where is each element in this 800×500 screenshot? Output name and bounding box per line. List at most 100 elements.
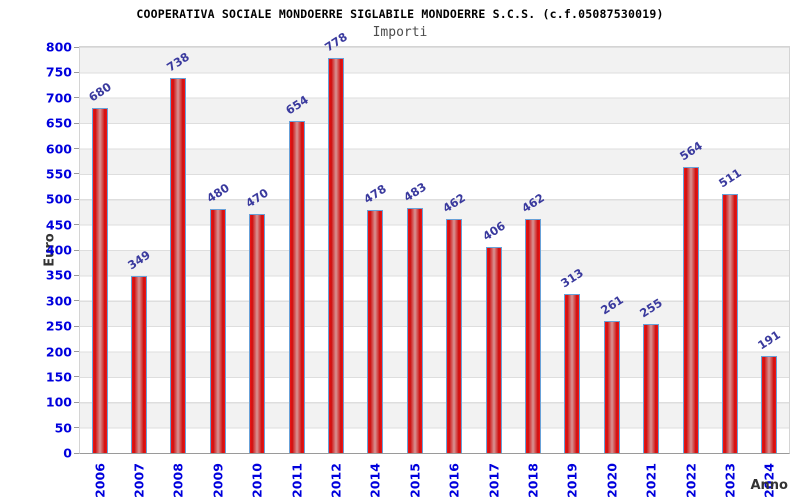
y-tick-mark bbox=[74, 97, 79, 99]
bar-value-label: 511 bbox=[716, 165, 744, 191]
bar-slot: 255 2021 bbox=[631, 47, 670, 498]
y-tick-label: 300 bbox=[45, 293, 72, 309]
y-tick-label: 600 bbox=[45, 141, 72, 156]
bar bbox=[170, 78, 187, 453]
x-tick-label: 2016 bbox=[446, 463, 462, 498]
bar-value-label: 478 bbox=[361, 182, 390, 207]
y-tick-mark bbox=[74, 300, 79, 302]
y-tick-mark bbox=[74, 325, 79, 327]
y-tick-mark bbox=[74, 274, 79, 276]
y-tick-label: 50 bbox=[54, 420, 72, 436]
bar-slot: 478 2014 bbox=[356, 47, 395, 498]
x-tick-label: 2014 bbox=[367, 463, 383, 498]
x-tick-label: 2011 bbox=[289, 463, 305, 498]
x-tick-label: 2021 bbox=[643, 463, 659, 498]
y-tick-mark bbox=[74, 148, 79, 149]
y-tick-mark bbox=[74, 376, 79, 378]
bar-value-label: 680 bbox=[85, 79, 114, 105]
bar-slot: 406 2017 bbox=[474, 47, 513, 498]
bar bbox=[485, 246, 502, 453]
y-tick-label: 700 bbox=[45, 90, 72, 106]
y-tick-label: 500 bbox=[45, 191, 72, 207]
y-tick-label: 350 bbox=[45, 267, 72, 283]
y-tick-label: 200 bbox=[45, 344, 72, 359]
bars: 680 2006 349 2007 738 2008 480 2009 470 2010 654 20… bbox=[80, 30, 789, 498]
bar bbox=[524, 218, 541, 453]
bar bbox=[91, 107, 108, 453]
bar-value-label: 462 bbox=[519, 190, 547, 215]
y-axis-ticks: 0 50 100 150 200 250 300 350 400 450 500 550 600 650 7… bbox=[0, 40, 72, 461]
bar bbox=[564, 294, 581, 453]
x-tick-label: 2019 bbox=[564, 463, 580, 498]
bar-value-label: 261 bbox=[597, 292, 626, 317]
x-tick-label: 2007 bbox=[131, 463, 147, 498]
bar-slot: 349 2007 bbox=[119, 47, 158, 497]
x-tick-label: 2006 bbox=[92, 463, 108, 498]
bar bbox=[682, 166, 699, 453]
bar bbox=[249, 214, 266, 453]
y-tick-label: 550 bbox=[45, 166, 72, 182]
x-tick-label: 2012 bbox=[328, 463, 344, 498]
bar-value-label: 191 bbox=[755, 327, 784, 353]
x-tick-label: 2009 bbox=[210, 463, 226, 498]
chart-subtitle: Importi bbox=[372, 25, 428, 40]
y-tick-mark bbox=[74, 249, 79, 251]
x-tick-label: 2010 bbox=[249, 463, 265, 498]
chart-title: COOPERATIVA SOCIALE MONDOERRE SIGLABILE … bbox=[136, 7, 664, 21]
bar-slot: 511 2023 bbox=[710, 47, 749, 498]
x-tick-label: 2022 bbox=[683, 463, 699, 498]
x-axis-title: Anno bbox=[750, 478, 788, 493]
y-tick-label: 100 bbox=[45, 394, 72, 410]
bar-value-label: 654 bbox=[282, 92, 311, 118]
bar-value-label: 480 bbox=[203, 180, 232, 206]
y-tick-mark bbox=[74, 173, 79, 175]
y-tick-mark bbox=[74, 351, 79, 352]
y-tick-mark bbox=[74, 198, 79, 200]
bar bbox=[131, 275, 148, 453]
y-tick-mark bbox=[74, 122, 79, 124]
bar-value-label: 738 bbox=[164, 50, 193, 75]
bar-slot: 261 2020 bbox=[592, 47, 631, 498]
bar-slot: 680 2006 bbox=[80, 47, 119, 497]
y-tick-mark bbox=[74, 401, 79, 403]
bar bbox=[446, 218, 463, 453]
y-tick-label: 750 bbox=[45, 64, 72, 80]
bar bbox=[328, 58, 345, 453]
bar-value-label: 462 bbox=[440, 190, 469, 215]
bar-slot: 564 2022 bbox=[671, 47, 710, 498]
y-tick-label: 800 bbox=[45, 39, 72, 55]
y-tick-label: 400 bbox=[45, 242, 72, 258]
y-tick-label: 250 bbox=[45, 318, 72, 334]
y-tick-mark bbox=[74, 71, 79, 73]
bar-slot: 483 2015 bbox=[395, 47, 434, 497]
bar bbox=[367, 210, 384, 453]
y-tick-mark bbox=[74, 46, 79, 48]
bar-value-label: 255 bbox=[637, 295, 666, 321]
bar-slot: 462 2018 bbox=[513, 47, 552, 498]
bar-slot: 738 2008 bbox=[159, 47, 198, 498]
x-tick-label: 2020 bbox=[604, 463, 620, 498]
bar bbox=[761, 356, 778, 453]
bar-slot: 313 2019 bbox=[553, 47, 592, 498]
x-tick-label: 2018 bbox=[525, 463, 541, 498]
bar bbox=[643, 323, 660, 453]
bar-value-label: 564 bbox=[676, 138, 705, 164]
bar-slot: 191 2024 bbox=[750, 47, 789, 498]
x-tick-label: 2017 bbox=[486, 463, 502, 498]
bar-value-label: 313 bbox=[558, 265, 587, 291]
bar-slot: 778 2012 bbox=[316, 30, 355, 498]
bar bbox=[288, 121, 305, 453]
y-tick-mark bbox=[74, 452, 79, 454]
bar-slot: 462 2016 bbox=[435, 47, 474, 498]
bar-value-label: 406 bbox=[479, 218, 508, 244]
plot-area: 680 2006 349 2007 738 2008 480 2009 470 2010 654 20… bbox=[74, 30, 790, 498]
y-tick-label: 0 bbox=[63, 445, 72, 461]
bar bbox=[209, 209, 226, 453]
bar bbox=[603, 320, 620, 453]
bar bbox=[406, 207, 423, 453]
x-tick-label: 2015 bbox=[407, 463, 423, 498]
y-tick-label: 650 bbox=[45, 115, 72, 131]
bar-slot: 480 2009 bbox=[198, 47, 237, 498]
bar-slot: 654 2011 bbox=[277, 47, 316, 498]
